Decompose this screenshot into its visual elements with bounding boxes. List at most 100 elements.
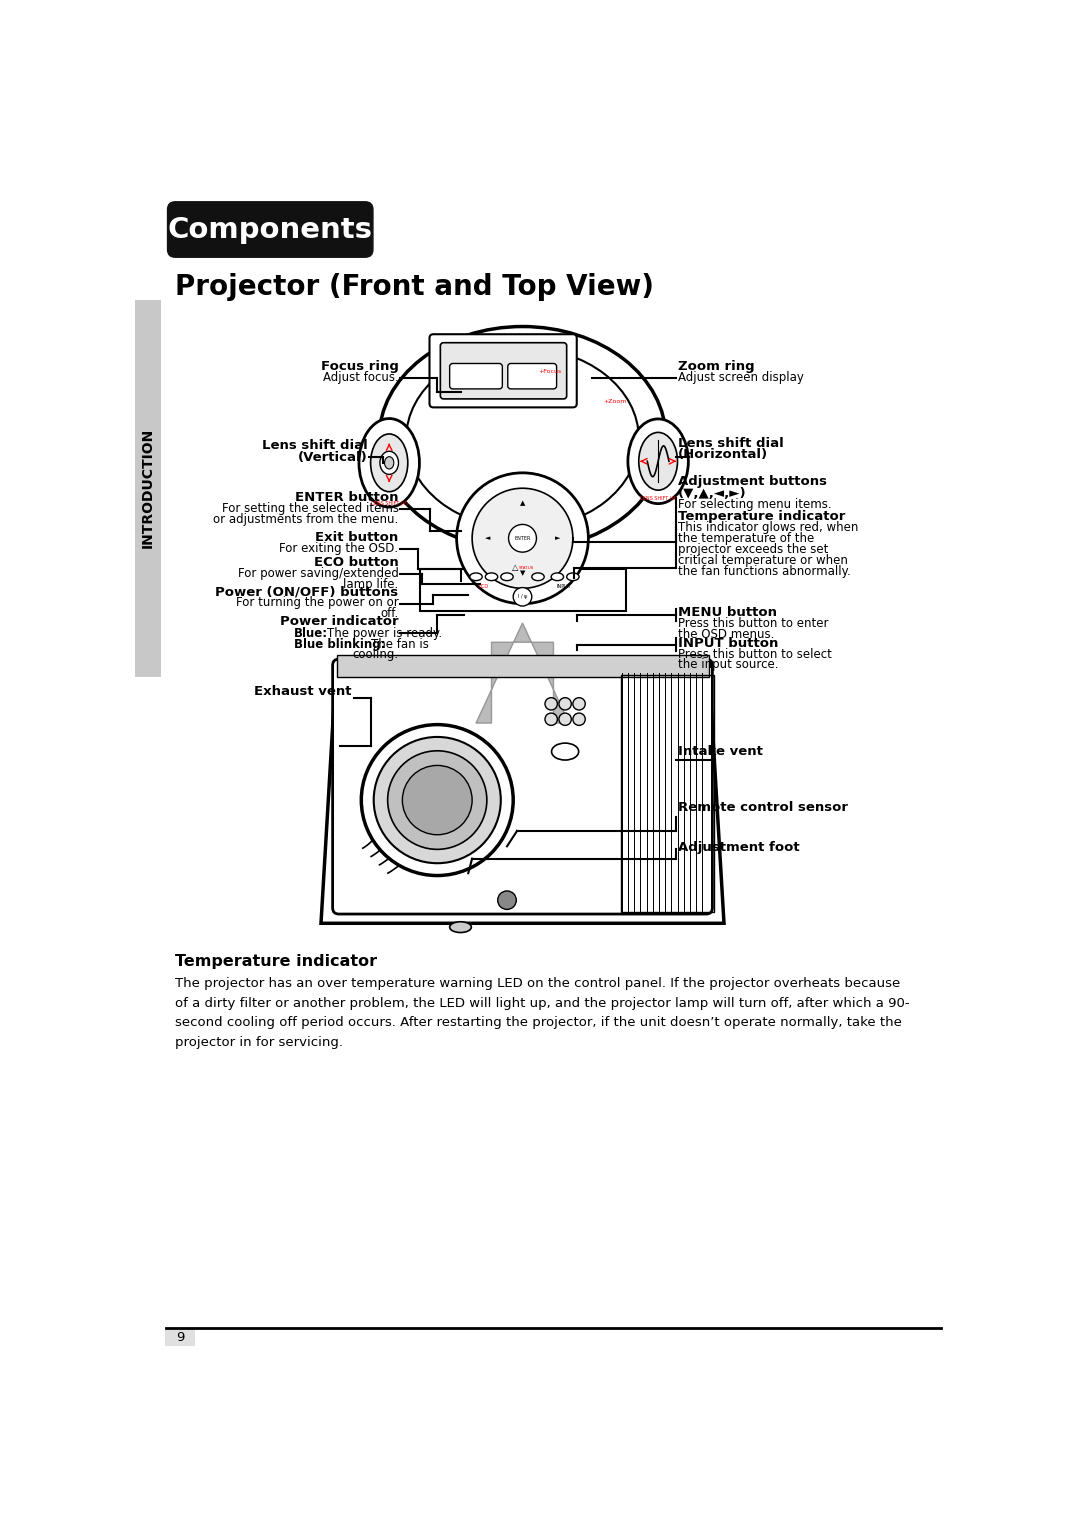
Text: Zoom ring: Zoom ring xyxy=(677,360,754,373)
Circle shape xyxy=(559,713,571,726)
Text: For power saving/extended: For power saving/extended xyxy=(238,568,399,580)
Text: LENS SHIFT (H): LENS SHIFT (H) xyxy=(639,495,677,500)
FancyBboxPatch shape xyxy=(441,342,567,399)
Text: For setting the selected items: For setting the selected items xyxy=(221,502,399,515)
Ellipse shape xyxy=(567,572,579,581)
Text: LENS SHIFT (V): LENS SHIFT (V) xyxy=(370,502,407,506)
Text: ▲: ▲ xyxy=(519,500,525,506)
Text: Temperature indicator: Temperature indicator xyxy=(677,509,845,523)
Text: ◄: ◄ xyxy=(485,535,490,542)
Circle shape xyxy=(509,525,537,552)
FancyBboxPatch shape xyxy=(430,334,577,408)
Ellipse shape xyxy=(627,419,688,503)
Text: Power indicator: Power indicator xyxy=(280,615,399,629)
Text: (▼,▲,◄,►): (▼,▲,◄,►) xyxy=(677,486,746,500)
Text: Adjustment buttons: Adjustment buttons xyxy=(677,476,826,488)
Text: projector exceeds the set: projector exceeds the set xyxy=(677,543,828,555)
Ellipse shape xyxy=(406,348,638,529)
Ellipse shape xyxy=(531,572,544,581)
Text: the temperature of the: the temperature of the xyxy=(677,532,813,545)
Text: The projector has an over temperature warning LED on the control panel. If the p: The projector has an over temperature wa… xyxy=(175,977,910,1049)
Text: Press this button to select: Press this button to select xyxy=(677,647,832,661)
Text: Adjustment foot: Adjustment foot xyxy=(677,841,799,854)
Ellipse shape xyxy=(380,451,399,474)
FancyBboxPatch shape xyxy=(167,202,373,258)
Text: This indicator glows red, when: This indicator glows red, when xyxy=(677,522,858,534)
Circle shape xyxy=(572,698,585,710)
Bar xyxy=(420,569,625,612)
Text: Exhaust vent: Exhaust vent xyxy=(255,686,352,698)
Text: For exiting the OSD.: For exiting the OSD. xyxy=(280,542,399,555)
Text: the input source.: the input source. xyxy=(677,658,778,672)
Ellipse shape xyxy=(370,434,408,492)
Circle shape xyxy=(457,472,589,604)
Ellipse shape xyxy=(379,327,666,549)
Text: Blue:: Blue: xyxy=(294,627,328,640)
Text: STATUS: STATUS xyxy=(518,566,535,569)
Ellipse shape xyxy=(359,419,419,508)
Text: I / ψ: I / ψ xyxy=(517,594,527,598)
Text: cooling.: cooling. xyxy=(352,649,399,661)
Bar xyxy=(337,655,708,676)
Ellipse shape xyxy=(470,572,482,581)
Ellipse shape xyxy=(449,922,471,933)
Text: the fan functions abnormally.: the fan functions abnormally. xyxy=(677,565,850,577)
Circle shape xyxy=(498,891,516,910)
Text: Press this button to enter: Press this button to enter xyxy=(677,617,828,630)
Circle shape xyxy=(513,588,531,606)
Text: Projector (Front and Top View): Projector (Front and Top View) xyxy=(175,273,654,301)
FancyBboxPatch shape xyxy=(508,364,556,390)
Text: Power (ON/OFF) buttons: Power (ON/OFF) buttons xyxy=(215,586,399,598)
Ellipse shape xyxy=(501,572,513,581)
Text: ►: ► xyxy=(555,535,561,542)
Text: INTRODUCTION: INTRODUCTION xyxy=(140,428,154,548)
Ellipse shape xyxy=(551,572,564,581)
Text: Temperature indicator: Temperature indicator xyxy=(175,954,377,969)
Ellipse shape xyxy=(384,457,394,469)
Text: 9: 9 xyxy=(176,1332,184,1344)
Circle shape xyxy=(545,698,557,710)
Text: INPUT button: INPUT button xyxy=(677,637,778,650)
Circle shape xyxy=(559,698,571,710)
Text: Lens shift dial: Lens shift dial xyxy=(677,437,783,449)
Text: or adjustments from the menu.: or adjustments from the menu. xyxy=(213,512,399,526)
FancyBboxPatch shape xyxy=(333,660,713,914)
Text: ENTER button: ENTER button xyxy=(295,491,399,503)
Bar xyxy=(135,299,161,676)
Text: MENU button: MENU button xyxy=(677,606,777,620)
Ellipse shape xyxy=(552,742,579,759)
Text: The power is ready.: The power is ready. xyxy=(327,627,443,640)
Circle shape xyxy=(388,750,487,850)
Text: lamp life.: lamp life. xyxy=(343,578,399,591)
Text: Focus ring: Focus ring xyxy=(321,360,399,373)
Circle shape xyxy=(572,713,585,726)
Circle shape xyxy=(374,736,501,864)
Text: ENTER: ENTER xyxy=(514,535,530,542)
Text: Adjust focus.: Adjust focus. xyxy=(323,371,399,385)
Text: Adjust screen display: Adjust screen display xyxy=(677,371,804,385)
Bar xyxy=(621,675,714,911)
FancyBboxPatch shape xyxy=(449,364,502,390)
Text: The fan is: The fan is xyxy=(372,638,429,650)
Text: ECO: ECO xyxy=(478,584,489,589)
Text: Exit button: Exit button xyxy=(315,531,399,545)
Text: Blue blinking:: Blue blinking: xyxy=(294,638,386,650)
Circle shape xyxy=(472,488,572,589)
Text: INPUT: INPUT xyxy=(556,584,571,589)
Text: ▼: ▼ xyxy=(519,571,525,575)
Text: +Focus: +Focus xyxy=(538,370,562,374)
Text: Components: Components xyxy=(167,215,373,244)
Text: For selecting menu items.: For selecting menu items. xyxy=(677,497,832,511)
Text: (Horizontal): (Horizontal) xyxy=(677,448,768,462)
Circle shape xyxy=(403,765,472,834)
Circle shape xyxy=(362,724,513,876)
Ellipse shape xyxy=(638,433,677,491)
Text: (Vertical): (Vertical) xyxy=(298,451,367,463)
Text: off.: off. xyxy=(380,607,399,620)
FancyBboxPatch shape xyxy=(165,1328,194,1345)
Polygon shape xyxy=(476,623,569,723)
Text: Lens shift dial: Lens shift dial xyxy=(261,439,367,453)
Text: Remote control sensor: Remote control sensor xyxy=(677,801,848,815)
Text: +Zoom: +Zoom xyxy=(604,399,627,403)
Circle shape xyxy=(545,713,557,726)
